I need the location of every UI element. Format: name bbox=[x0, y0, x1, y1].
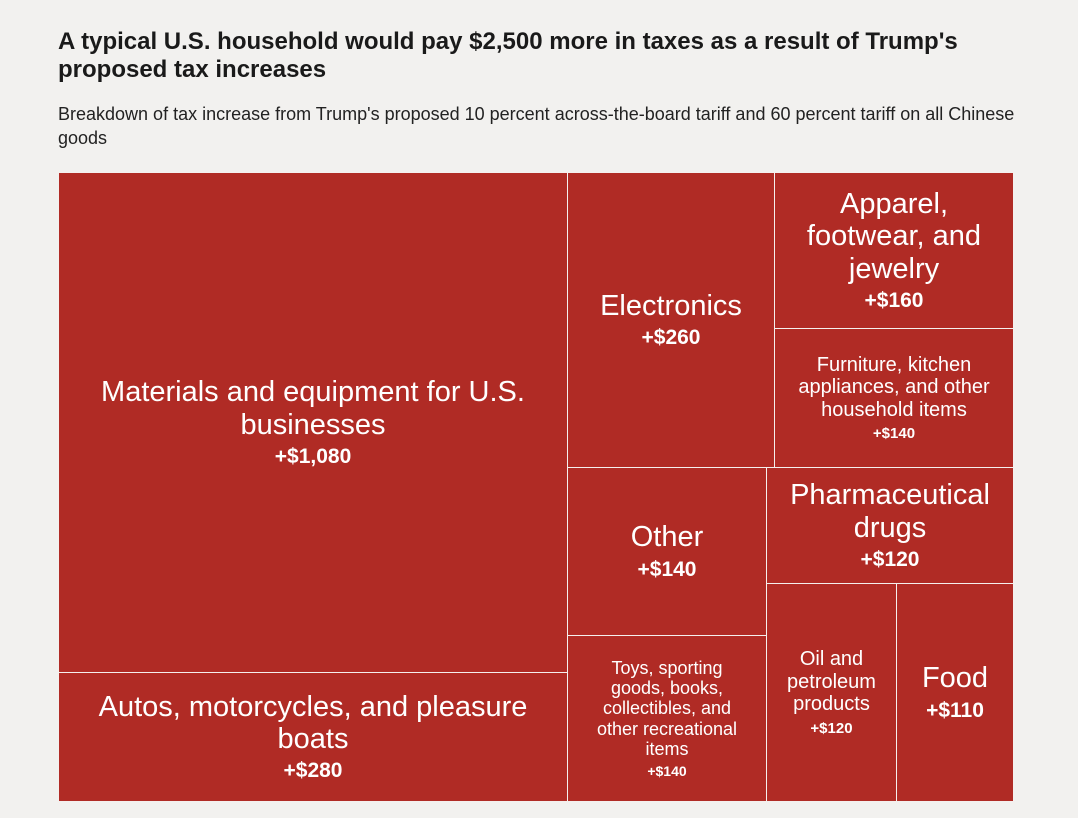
tile-label: Autos, motorcycles, and pleasure boats bbox=[98, 690, 528, 755]
tile-value: +$140 bbox=[637, 557, 697, 581]
tile-value: +$140 bbox=[647, 762, 687, 779]
tile-value: +$260 bbox=[641, 326, 701, 350]
tile-label: Oil and petroleum products bbox=[787, 648, 876, 716]
treemap-tile: Electronics +$260 bbox=[567, 172, 775, 468]
tile-label: Toys, sporting goods, books, collectible… bbox=[596, 658, 738, 759]
treemap-tile: Autos, motorcycles, and pleasure boats +$… bbox=[58, 672, 568, 802]
treemap-tile: Pharmaceutical drugs +$120 bbox=[766, 467, 1014, 584]
treemap-tile: Toys, sporting goods, books, collectible… bbox=[567, 635, 767, 802]
tile-label: Apparel, footwear, and jewelry bbox=[806, 187, 982, 285]
tile-value: +$160 bbox=[864, 289, 924, 313]
tile-label: Materials and equipment for U.S. busines… bbox=[101, 376, 525, 441]
treemap-chart: Materials and equipment for U.S. busines… bbox=[58, 172, 1014, 802]
treemap-tile: Oil and petroleum products +$120 bbox=[766, 583, 897, 802]
treemap-tile: Materials and equipment for U.S. busines… bbox=[58, 172, 568, 673]
treemap-tile: Apparel, footwear, and jewelry +$160 bbox=[774, 172, 1014, 329]
tile-label: Other bbox=[630, 521, 704, 554]
tile-value: +$140 bbox=[872, 425, 916, 443]
chart-subtitle: Breakdown of tax increase from Trump's p… bbox=[58, 104, 1015, 148]
tile-label: Food bbox=[921, 662, 989, 695]
treemap-tile: Other +$140 bbox=[567, 467, 767, 636]
tile-value: +$120 bbox=[860, 547, 920, 571]
tile-value: +$280 bbox=[283, 759, 343, 783]
tile-value: +$120 bbox=[810, 719, 853, 737]
tile-value: +$1,080 bbox=[274, 444, 352, 468]
tile-label: Electronics bbox=[600, 289, 742, 322]
tile-label: Furniture, kitchen appliances, and other… bbox=[798, 353, 990, 421]
treemap-tile: Furniture, kitchen appliances, and other… bbox=[774, 328, 1014, 468]
chart-title: A typical U.S. household would pay $2,50… bbox=[58, 28, 958, 83]
tile-label: Pharmaceutical drugs bbox=[790, 479, 990, 544]
tile-value: +$110 bbox=[926, 698, 984, 722]
treemap-tile: Food +$110 bbox=[896, 583, 1014, 802]
